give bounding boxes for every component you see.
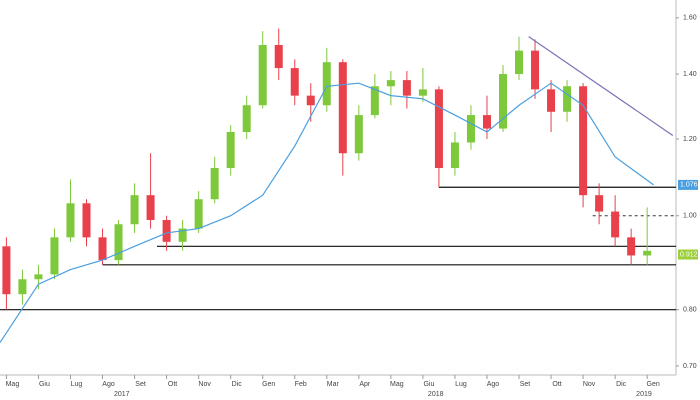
x-tick-label: Ago [102,381,115,388]
candle-body [595,195,604,212]
candle-body [450,142,459,169]
candle-body [563,86,572,112]
x-tick-label: Mag [6,381,20,388]
candle-body [354,115,363,154]
x-tick-label: Gen [262,381,275,388]
candle-body [130,195,139,225]
candle-body [210,168,219,200]
candle-body [386,80,395,87]
candle-body [242,105,251,133]
x-tick-label: Feb [295,381,307,388]
candle-body [34,274,43,280]
candle-body [322,62,331,106]
candle-body [627,237,636,256]
candle-body [466,115,475,143]
candle-body [290,68,299,96]
x-tick-label: Nov [198,381,211,388]
candle-body [306,95,315,106]
year-label: 2018 [428,391,444,398]
year-label: 2019 [636,391,652,398]
candle-body [434,89,443,169]
candle-body [178,228,187,242]
candle-body [482,115,491,129]
price-tag [678,179,698,190]
y-tick-label: 0.70 [683,363,697,370]
moving-average [0,82,654,343]
candle-body [418,89,427,96]
candle-body [531,50,540,90]
trendline [528,36,674,136]
x-tick-label: Apr [359,381,371,388]
year-label: 2017 [114,391,130,398]
candle-body [2,246,11,295]
candle-body [194,199,203,229]
x-tick-label: Dic [616,381,627,388]
candle-body [66,203,75,238]
x-tick-label: Mag [390,381,404,388]
candle-body [146,195,155,220]
candle-body [82,203,91,238]
price-tag [678,249,698,260]
x-tick-label: Set [520,381,531,388]
candle-body [50,237,59,275]
x-tick-label: Lug [71,381,83,388]
candle-body [226,132,235,169]
x-tick-label: Lug [455,381,467,388]
y-tick-label: 1.60 [683,15,697,22]
price-tag-label: 0.912 [680,251,698,258]
candle-body [547,89,556,112]
candle-body [515,50,524,75]
candle-body [611,211,620,238]
candle-body [338,62,347,154]
candle-body [370,86,379,116]
price-tag-label: 1.076 [680,182,698,189]
x-tick-label: Ago [487,381,500,388]
x-tick-label: Giu [423,381,434,388]
y-tick-label: 1.00 [683,213,697,220]
y-tick-label: 0.80 [683,307,697,314]
x-tick-label: Ott [168,381,177,388]
candle-body [579,86,588,196]
candle-body [258,45,267,106]
x-tick-label: Nov [583,381,596,388]
candle-body [162,219,171,242]
x-tick-label: Dic [232,381,243,388]
candle-body [498,74,507,129]
candle-body [114,224,123,261]
x-tick-label: Ott [552,381,561,388]
candle-body [402,80,411,96]
x-tick-label: Gen [647,381,660,388]
y-tick-label: 1.40 [683,71,697,78]
x-tick-label: Giu [39,381,50,388]
x-tick-label: Mar [327,381,340,388]
x-tick-label: Set [135,381,146,388]
candle-body [274,45,283,69]
candle-body [643,250,652,256]
candle-body [98,237,107,261]
candle-body [18,279,27,295]
y-tick-label: 1.20 [683,136,697,143]
